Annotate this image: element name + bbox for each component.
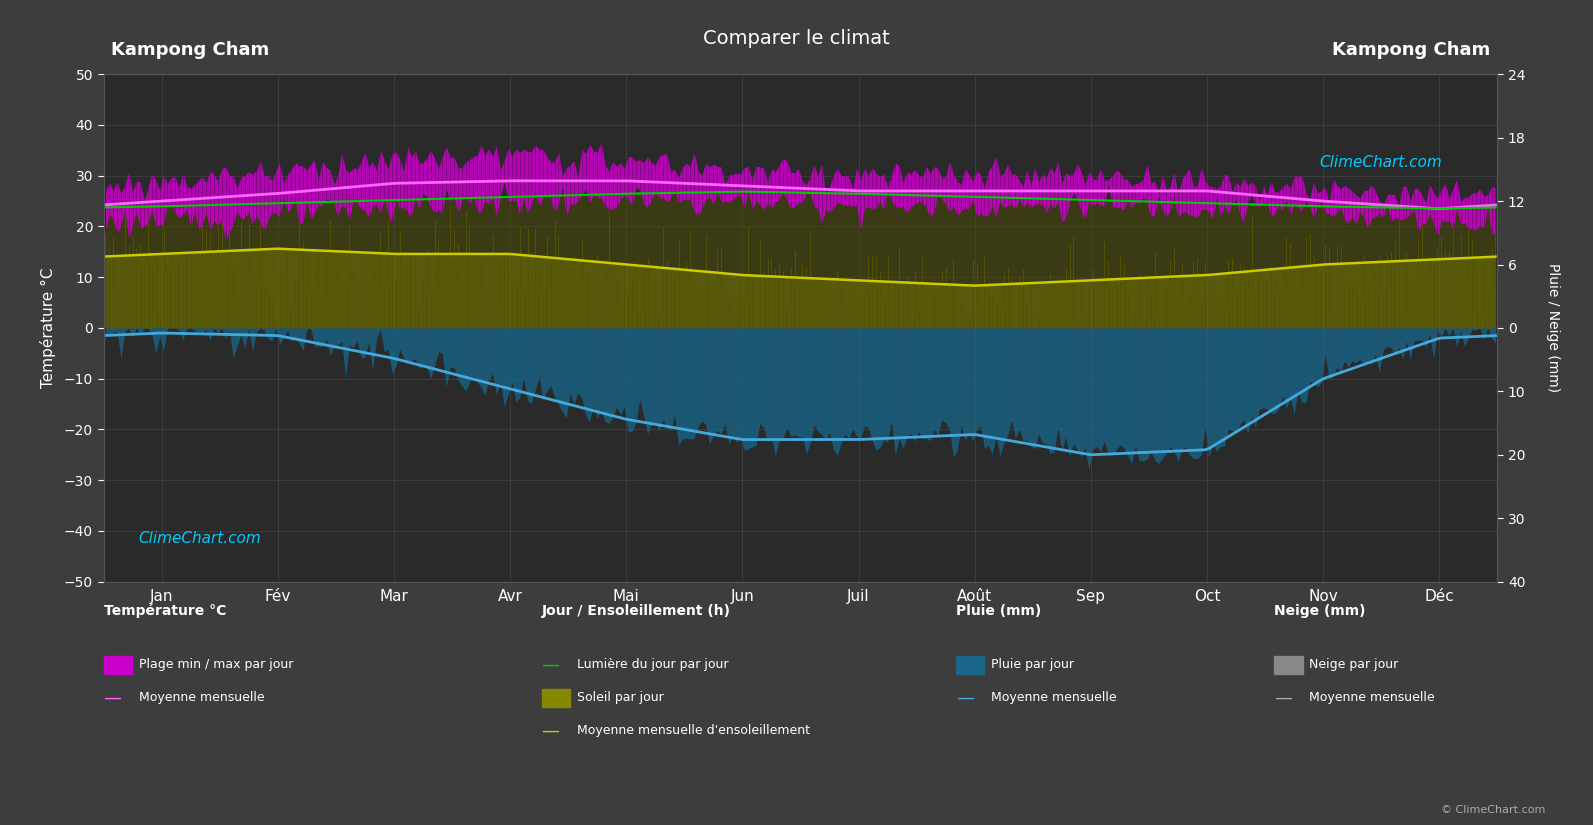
Text: Kampong Cham: Kampong Cham	[110, 41, 269, 59]
Text: Comparer le climat: Comparer le climat	[703, 29, 890, 48]
Text: Moyenne mensuelle: Moyenne mensuelle	[991, 691, 1117, 705]
Text: Température °C: Température °C	[104, 603, 226, 618]
Text: —: —	[542, 656, 559, 674]
Text: Soleil par jour: Soleil par jour	[577, 691, 663, 705]
Text: Pluie (mm): Pluie (mm)	[956, 604, 1042, 618]
Text: ClimeChart.com: ClimeChart.com	[1319, 155, 1442, 171]
Text: © ClimeChart.com: © ClimeChart.com	[1440, 805, 1545, 815]
Text: Moyenne mensuelle d'ensoleillement: Moyenne mensuelle d'ensoleillement	[577, 724, 809, 738]
Text: Moyenne mensuelle: Moyenne mensuelle	[1309, 691, 1435, 705]
Text: Moyenne mensuelle: Moyenne mensuelle	[139, 691, 264, 705]
Y-axis label: Jour / Ensoleillement (h)




Pluie / Neige (mm): Jour / Ensoleillement (h) Pluie / Neige …	[1547, 245, 1593, 411]
Text: Jour / Ensoleillement (h): Jour / Ensoleillement (h)	[542, 604, 731, 618]
Text: Plage min / max par jour: Plage min / max par jour	[139, 658, 293, 672]
Text: Pluie par jour: Pluie par jour	[991, 658, 1074, 672]
Text: Kampong Cham: Kampong Cham	[1332, 41, 1491, 59]
Text: —: —	[1274, 689, 1292, 707]
Y-axis label: Température °C: Température °C	[40, 267, 56, 389]
Text: Neige (mm): Neige (mm)	[1274, 604, 1365, 618]
Text: ClimeChart.com: ClimeChart.com	[139, 531, 261, 546]
Text: —: —	[542, 722, 559, 740]
Text: Neige par jour: Neige par jour	[1309, 658, 1399, 672]
Text: —: —	[956, 689, 973, 707]
Text: —: —	[104, 689, 121, 707]
Text: Lumière du jour par jour: Lumière du jour par jour	[577, 658, 728, 672]
